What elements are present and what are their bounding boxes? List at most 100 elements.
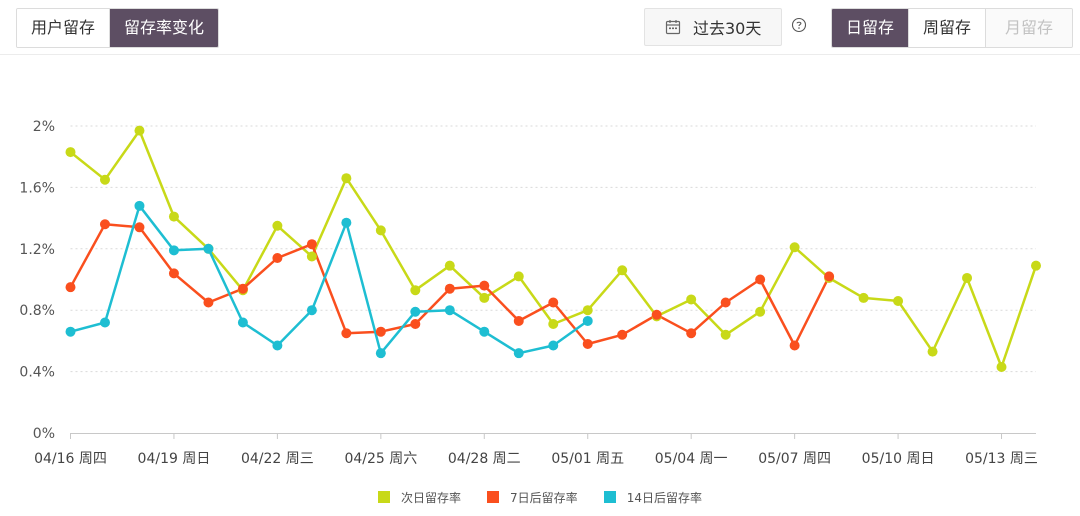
tab-daily-retention[interactable]: 日留存 [832, 9, 909, 47]
question-circle-icon[interactable] [791, 17, 807, 33]
legend-swatch [603, 491, 616, 503]
legend-item-next-day[interactable]: 次日留存率 [378, 486, 461, 508]
toolbar: 用户留存 留存率变化 过去30天 日留存 周留存 月留存 [0, 0, 1080, 55]
date-range-button[interactable]: 过去30天 [644, 8, 782, 46]
data-point [479, 326, 490, 337]
view-tab-group: 用户留存 留存率变化 [16, 8, 220, 48]
granularity-tab-group: 日留存 周留存 月留存 [831, 8, 1074, 48]
chart-legend: 次日留存率 7日后留存率 14日后留存率 [0, 486, 1080, 508]
data-point [582, 305, 593, 316]
legend-label: 14日后留存率 [626, 490, 702, 505]
data-point [65, 282, 76, 293]
data-point [65, 326, 76, 337]
tab-user-retention[interactable]: 用户留存 [17, 9, 110, 47]
data-point [410, 319, 421, 330]
data-point [1031, 260, 1041, 271]
data-point [272, 220, 283, 231]
y-tick-label: 0.4% [19, 365, 55, 381]
series-line-3 [70, 204, 589, 355]
data-point [99, 219, 110, 230]
legend-swatch [487, 491, 500, 503]
x-tick-label: 05/01 周五 [551, 451, 624, 467]
data-point [513, 348, 524, 359]
data-point [582, 338, 593, 349]
data-point [582, 315, 593, 326]
data-point [168, 245, 179, 256]
data-point [306, 305, 317, 316]
y-tick-label: 1.2% [19, 242, 55, 258]
data-point [306, 239, 317, 250]
data-point [410, 306, 421, 317]
data-point [617, 265, 628, 276]
data-point [858, 292, 869, 303]
data-point [824, 271, 835, 282]
data-point [893, 295, 904, 306]
x-tick-label: 05/07 周四 [758, 451, 831, 467]
data-point [410, 285, 421, 296]
data-point [962, 272, 973, 283]
y-tick-label: 1.6% [19, 180, 55, 196]
data-point [375, 225, 386, 236]
data-point [99, 174, 110, 185]
data-point [134, 222, 145, 233]
x-tick-label: 04/22 周三 [241, 451, 314, 467]
data-point [134, 125, 145, 136]
data-point [548, 297, 559, 308]
data-point [755, 306, 766, 317]
data-point [548, 319, 559, 330]
data-point [617, 329, 628, 340]
data-point [444, 260, 455, 271]
data-point [513, 315, 524, 326]
data-point [203, 297, 214, 308]
data-point [203, 243, 214, 254]
data-point [65, 147, 76, 158]
data-point [272, 253, 283, 264]
data-point [513, 271, 524, 282]
x-tick-label: 04/25 周六 [344, 451, 417, 467]
data-point [720, 297, 731, 308]
data-point [444, 283, 455, 294]
data-point [168, 268, 179, 279]
data-point [686, 328, 697, 339]
data-point [168, 211, 179, 222]
tab-retention-change[interactable]: 留存率变化 [109, 9, 219, 47]
data-point [686, 294, 697, 305]
calendar-icon [665, 19, 681, 35]
data-point [134, 200, 145, 211]
data-point [927, 346, 938, 357]
data-point [237, 283, 248, 294]
data-point [789, 340, 800, 351]
data-point [341, 217, 352, 228]
x-tick-label: 05/10 周日 [862, 451, 935, 467]
date-range-label: 过去30天 [693, 19, 762, 38]
x-tick-label: 05/04 周一 [655, 451, 728, 467]
legend-item-7-day[interactable]: 7日后留存率 [487, 486, 578, 508]
retention-line-chart: 0% 0.4% 0.8% 1.2% 1.6% 2% 04/16 周四 04/19 周日 04/… [19, 119, 1041, 467]
data-point [375, 326, 386, 337]
data-point [479, 280, 490, 291]
x-tick-label: 05/13 周三 [965, 451, 1038, 467]
data-point [755, 274, 766, 285]
data-point [720, 329, 731, 340]
x-tick-label: 04/16 周四 [34, 451, 107, 467]
data-point [479, 292, 490, 303]
data-point [237, 317, 248, 328]
y-tick-label: 0.8% [19, 303, 55, 319]
data-point [444, 305, 455, 316]
y-tick-label: 2% [33, 119, 55, 135]
data-point [789, 242, 800, 253]
legend-label: 7日后留存率 [510, 490, 578, 505]
data-point [375, 348, 386, 359]
legend-label: 次日留存率 [401, 490, 462, 505]
tab-monthly-retention: 月留存 [985, 9, 1073, 47]
tab-weekly-retention[interactable]: 周留存 [908, 9, 986, 47]
legend-swatch [378, 491, 391, 503]
data-point [306, 251, 317, 262]
data-point [99, 317, 110, 328]
data-point [341, 173, 352, 184]
x-tick-label: 04/19 周日 [138, 451, 211, 467]
data-point [996, 361, 1007, 372]
data-point [341, 328, 352, 339]
data-point [272, 340, 283, 351]
legend-item-14-day[interactable]: 14日后留存率 [603, 486, 702, 508]
